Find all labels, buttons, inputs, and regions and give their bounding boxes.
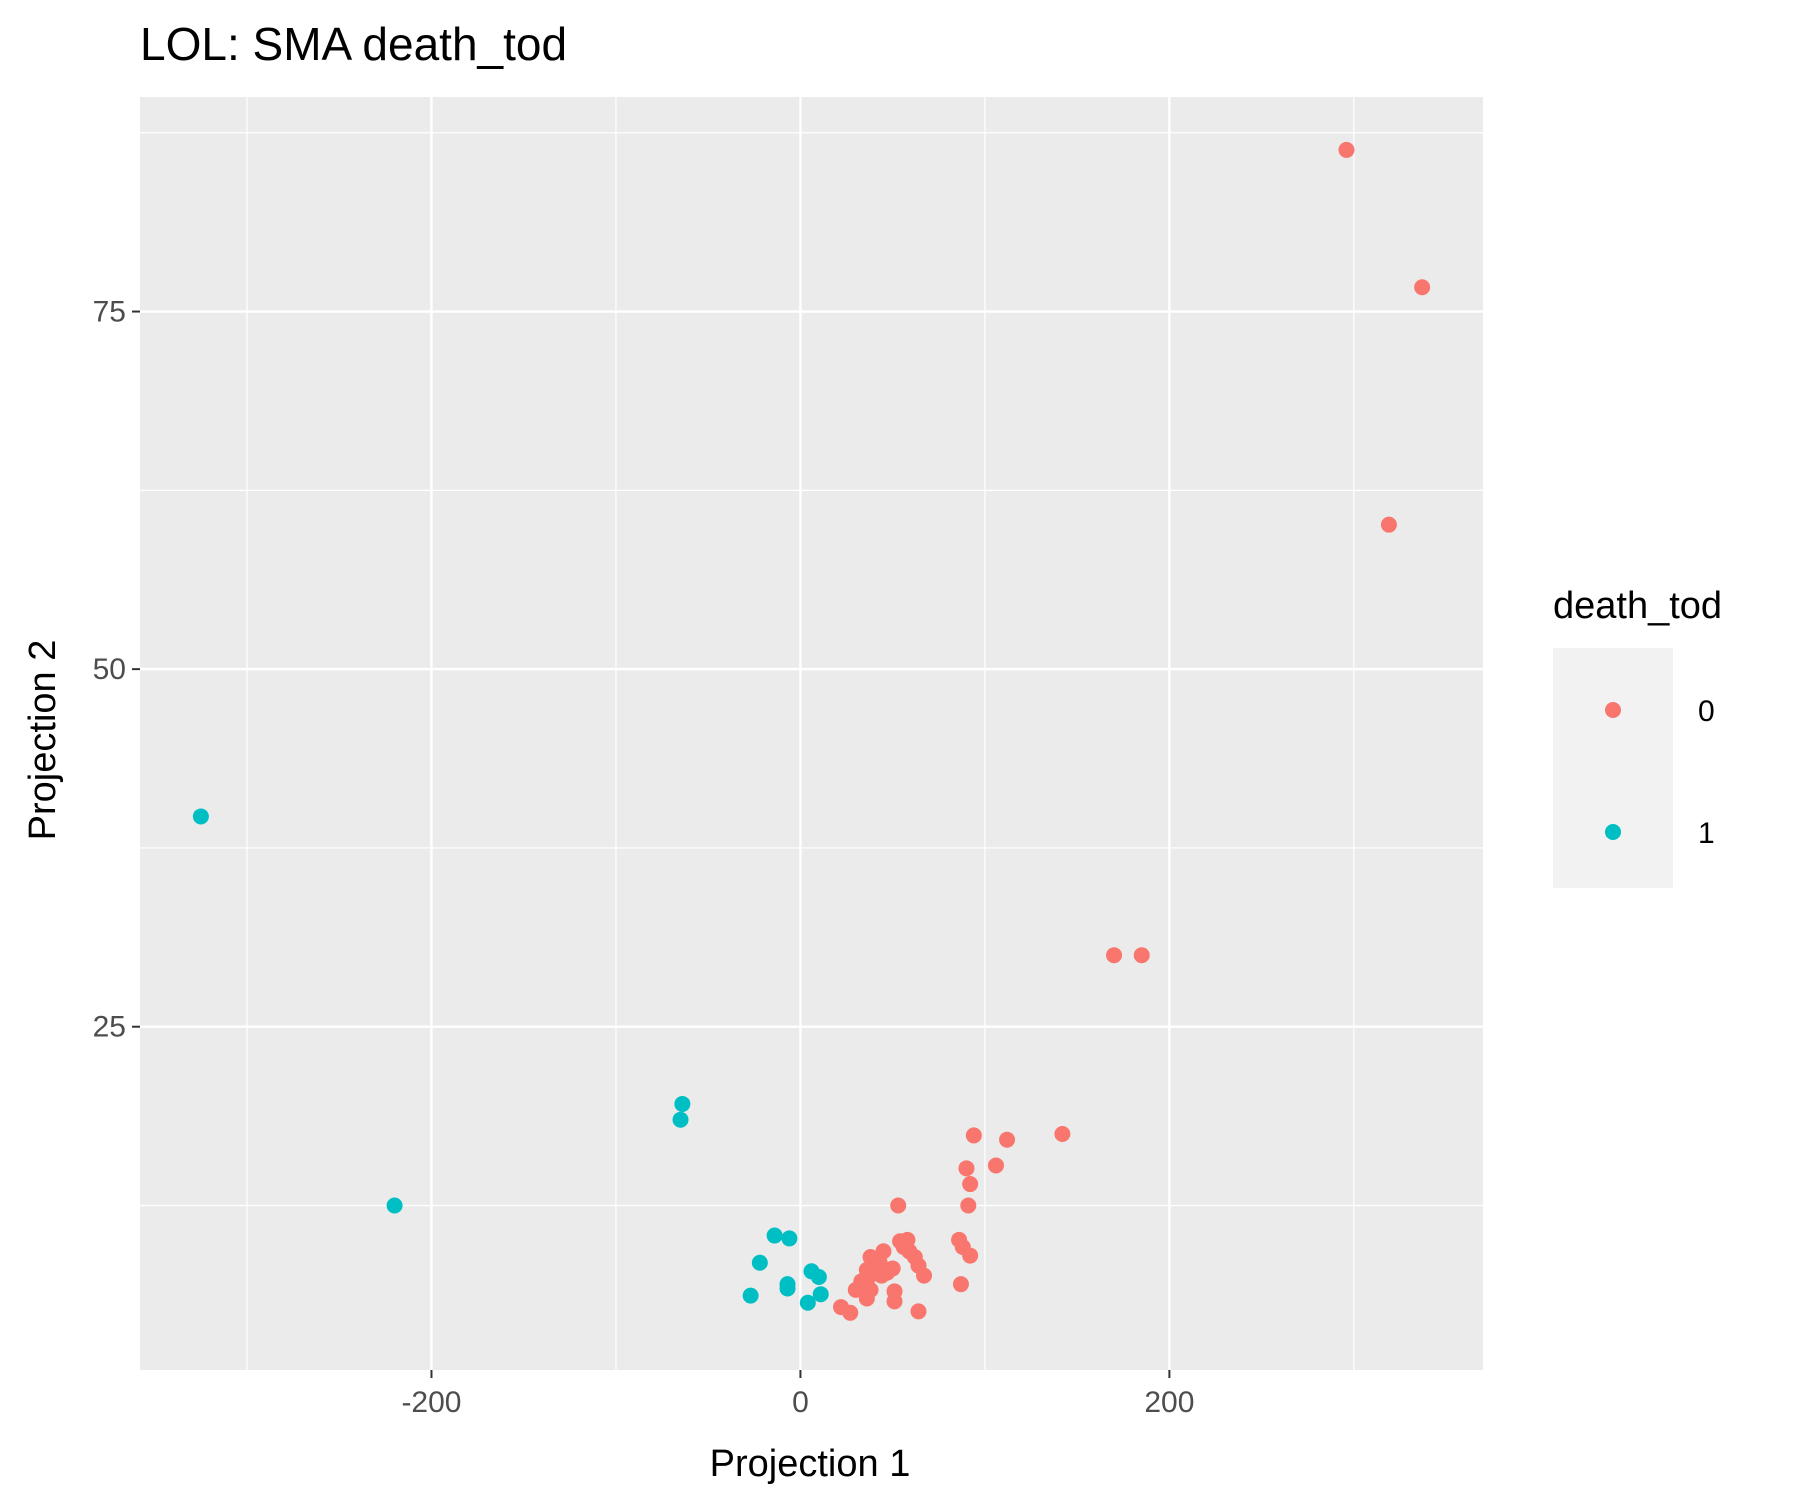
chart-title: LOL: SMA death_tod [140, 18, 567, 70]
data-point-class-0 [895, 1238, 912, 1255]
y-tick-label: 75 [93, 296, 126, 329]
data-point-class-0 [1414, 279, 1431, 296]
data-point-class-0 [952, 1276, 969, 1293]
data-point-class-0 [910, 1303, 927, 1320]
data-point-class-1 [742, 1287, 759, 1304]
x-tick-label: 0 [792, 1386, 809, 1419]
data-point-class-0 [1054, 1125, 1071, 1142]
y-tick-label: 25 [93, 1011, 126, 1044]
y-axis-title: Projection 2 [22, 640, 64, 841]
data-point-class-1 [672, 1111, 689, 1128]
data-point-class-0 [987, 1157, 1004, 1174]
data-point-class-1 [751, 1254, 768, 1271]
data-point-class-0 [858, 1290, 875, 1307]
minor-gridlines [140, 97, 1483, 1370]
legend-key-0 [1605, 702, 1621, 718]
data-point-class-1 [810, 1269, 827, 1286]
data-points [192, 141, 1431, 1321]
major-gridlines [140, 97, 1483, 1370]
data-point-class-0 [873, 1267, 890, 1284]
data-point-class-0 [886, 1293, 903, 1310]
data-point-class-1 [674, 1095, 691, 1112]
data-point-class-1 [812, 1286, 829, 1303]
data-point-class-0 [842, 1304, 859, 1321]
data-point-class-0 [1133, 947, 1150, 964]
legend-label: 1 [1698, 817, 1715, 850]
data-point-class-1 [386, 1197, 403, 1214]
data-point-class-1 [799, 1294, 816, 1311]
x-tick-label: -200 [401, 1386, 461, 1419]
data-point-class-1 [781, 1230, 798, 1247]
legend-title: death_tod [1553, 585, 1722, 627]
legend: 01 [1605, 695, 1715, 850]
legend-label: 0 [1698, 695, 1715, 728]
data-point-class-1 [766, 1227, 783, 1244]
data-point-class-0 [916, 1267, 933, 1284]
data-point-class-0 [958, 1160, 975, 1177]
plot-panel [140, 97, 1483, 1370]
data-point-class-0 [1338, 141, 1355, 158]
data-point-class-0 [965, 1127, 982, 1144]
data-point-class-0 [962, 1176, 979, 1193]
data-point-class-0 [962, 1247, 979, 1264]
y-tick-label: 50 [93, 653, 126, 686]
x-axis-ticks: -200 0 200 [401, 1370, 1194, 1419]
y-axis-ticks: 25 50 75 [93, 296, 140, 1044]
legend-key-background [1553, 648, 1673, 888]
data-point-class-1 [779, 1280, 796, 1297]
data-point-class-1 [192, 808, 209, 825]
data-point-class-0 [847, 1281, 864, 1298]
data-point-class-0 [890, 1197, 907, 1214]
x-axis-title: Projection 1 [710, 1443, 911, 1485]
data-point-class-0 [1380, 516, 1397, 533]
data-point-class-0 [999, 1131, 1016, 1148]
x-tick-label: 200 [1144, 1386, 1194, 1419]
data-point-class-0 [1106, 947, 1123, 964]
data-point-class-0 [960, 1197, 977, 1214]
legend-key-1 [1605, 824, 1621, 840]
